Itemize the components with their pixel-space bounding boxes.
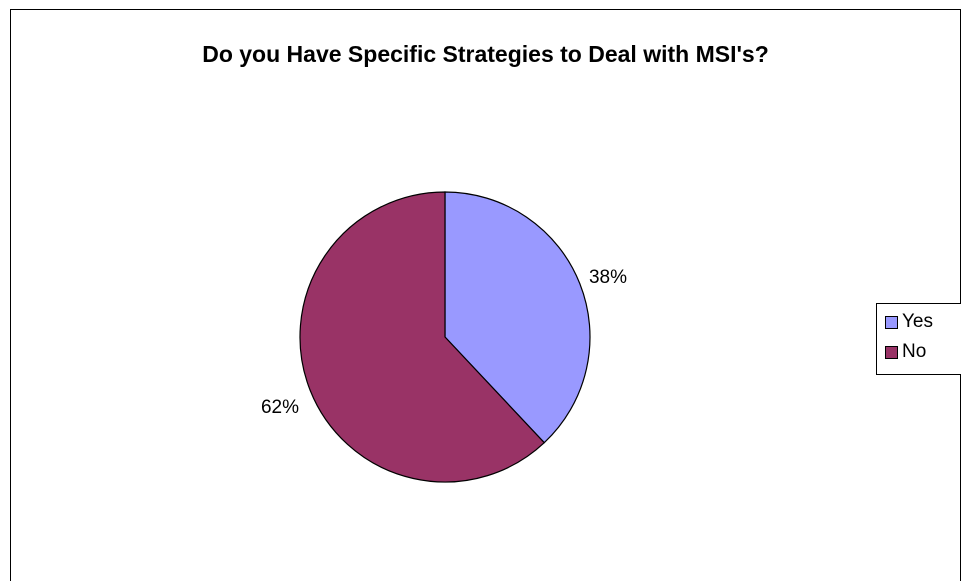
data-label-no: 62% (261, 397, 299, 418)
legend-label-no: No (902, 341, 927, 362)
legend-swatch-no (885, 345, 898, 359)
data-label-yes: 38% (589, 267, 627, 288)
legend: Yes No (876, 303, 961, 375)
legend-swatch-yes (885, 315, 898, 329)
pie-slice-yes (444, 191, 591, 444)
pie-slice-no (299, 191, 546, 483)
legend-item-yes: Yes (885, 310, 933, 334)
pie-data-labels: 38% 62% (261, 267, 627, 418)
chart-title: Do you Have Specific Strategies to Deal … (202, 41, 769, 67)
legend-label-yes: Yes (902, 311, 933, 332)
pie-slices (299, 191, 591, 483)
legend-item-no: No (885, 340, 926, 364)
